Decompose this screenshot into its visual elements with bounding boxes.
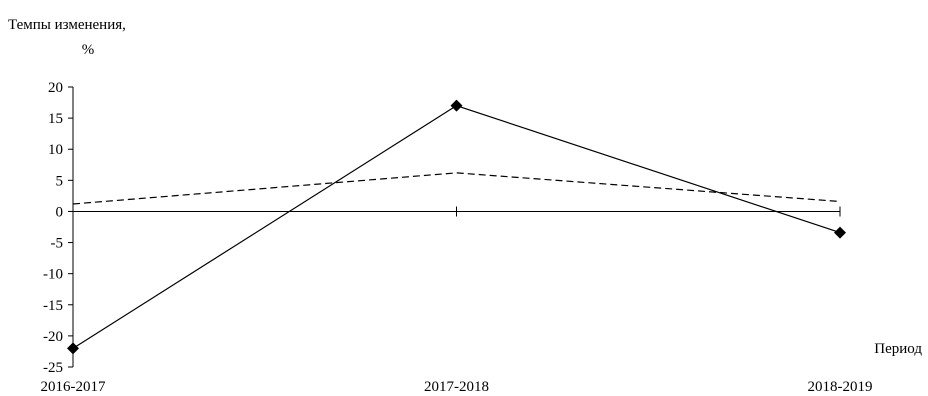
x-tick-label: 2016-2017 (41, 379, 106, 395)
y-tick-label: 10 (48, 142, 63, 158)
x-tick-label: 2018-2019 (808, 379, 873, 395)
y-axis-label-line1: Темпы изменения, (8, 17, 126, 33)
data-point-marker (834, 226, 846, 239)
y-tick-label: 20 (48, 80, 63, 96)
y-axis-label-line2: % (82, 42, 95, 58)
y-tick-label: -10 (43, 267, 63, 283)
y-tick-label: 15 (48, 111, 63, 127)
y-tick-label: -15 (43, 298, 63, 314)
y-tick-label: -5 (51, 236, 64, 252)
x-axis-label: Период (874, 341, 922, 357)
series-line-1 (72, 105, 841, 349)
data-point-marker (450, 99, 463, 112)
x-tick-label: 2017-2018 (424, 379, 489, 395)
y-tick-label: 0 (56, 204, 64, 220)
y-tick-label: -25 (43, 360, 63, 376)
series-line-2 (72, 172, 841, 205)
data-point-marker (67, 342, 79, 355)
y-tick-label: 5 (56, 173, 64, 189)
y-tick-label: -20 (43, 329, 63, 345)
